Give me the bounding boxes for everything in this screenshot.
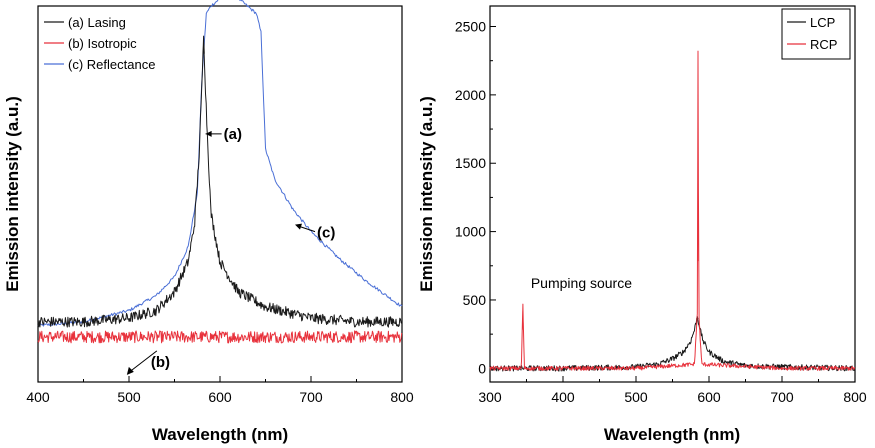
left-legend-label: (c) Reflectance (68, 57, 155, 72)
right-x-tick-label: 300 (478, 389, 502, 405)
right-x-tick-label: 600 (697, 389, 721, 405)
annotation-a-arrowhead (205, 130, 212, 137)
left-series-2-line (37, 0, 403, 327)
annotation-b-arrowhead (126, 366, 134, 375)
annotation-c: (c) (317, 225, 335, 242)
right-x-axis-title: Wavelength (nm) (604, 425, 740, 444)
left-chart: 400 500 600 700 800 (a) Lasing(b) Isotropic(… (3, 0, 414, 444)
left-x-tick-label: 800 (390, 389, 414, 405)
right-chart: 300 400 500 600 700 800 0 500 1000 1500 2000 2500 L… (417, 5, 867, 444)
right-x-tick-label: 700 (770, 389, 794, 405)
left-series-1-line (37, 330, 403, 344)
right-y-tick-label: 2000 (455, 87, 486, 103)
right-y-tick-label: 1500 (455, 155, 486, 171)
right-y-axis-title: Emission intensity (a.u.) (417, 96, 436, 292)
left-legend-label: (a) Lasing (68, 15, 126, 30)
left-x-axis-title: Wavelength (nm) (152, 425, 288, 444)
right-y-tick-label: 1000 (455, 224, 486, 240)
annotation-c-arrowhead (295, 223, 302, 230)
annotation-a: (a) (224, 126, 242, 143)
left-legend: (a) Lasing (b) Isotropic (c) Reflectance (44, 15, 155, 72)
left-y-axis-title: Emission intensity (a.u.) (3, 96, 22, 292)
left-x-tick-label: 600 (208, 389, 232, 405)
annotation-b-arrow (130, 350, 158, 372)
left-x-tick-label: 400 (26, 389, 50, 405)
left-x-tick-label: 700 (299, 389, 323, 405)
right-legend-box (781, 8, 851, 60)
right-plot-frame (489, 5, 856, 383)
right-legend: LCP RCP (781, 8, 851, 60)
left-series-0-line (37, 35, 403, 328)
right-legend-label: LCP (810, 15, 835, 30)
annotation-pumping-source: Pumping source (531, 275, 632, 291)
right-x-tick-label: 800 (843, 389, 867, 405)
right-y-tick-label: 500 (463, 292, 487, 308)
right-series-0-line (489, 315, 856, 372)
right-y-tick-label: 0 (478, 360, 486, 376)
right-legend-label: RCP (810, 37, 837, 52)
right-x-tick-label: 400 (551, 389, 575, 405)
left-legend-label: (b) Isotropic (68, 36, 137, 51)
right-series-1-line (489, 50, 855, 371)
left-x-tick-label: 500 (117, 389, 141, 405)
annotation-b: (b) (151, 354, 170, 371)
right-y-tick-label: 2500 (455, 19, 486, 35)
right-x-tick-label: 500 (624, 389, 648, 405)
